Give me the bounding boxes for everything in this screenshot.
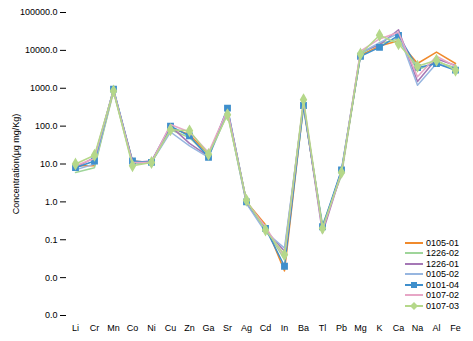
svg-text:Ca: Ca	[393, 323, 405, 333]
svg-text:10000.0: 10000.0	[25, 45, 58, 55]
svg-text:0.0: 0.0	[45, 273, 58, 283]
svg-text:100000.0: 100000.0	[20, 7, 58, 17]
html-text:0107-03: 0107-03	[426, 300, 459, 311]
svg-text:K: K	[376, 323, 382, 333]
svg-text:Cr: Cr	[90, 323, 100, 333]
html-text:0101-04: 0101-04	[426, 279, 459, 290]
svg-text:Sr: Sr	[223, 323, 232, 333]
svg-text:Ga: Ga	[202, 323, 214, 333]
svg-text:Na: Na	[412, 323, 424, 333]
svg-text:10.0: 10.0	[40, 159, 58, 169]
svg-text:Al: Al	[432, 323, 440, 333]
html-text:0105-02: 0105-02	[426, 269, 459, 279]
svg-text:Cu: Cu	[165, 323, 177, 333]
svg-text:Ni: Ni	[147, 323, 156, 333]
svg-text:Co: Co	[127, 323, 139, 333]
svg-text:Ba: Ba	[298, 323, 309, 333]
svg-text:Mg: Mg	[354, 323, 367, 333]
svg-text:1.0: 1.0	[45, 197, 58, 207]
svg-text:Zn: Zn	[184, 323, 195, 333]
svg-text:Tl: Tl	[319, 323, 327, 333]
svg-text:Cd: Cd	[260, 323, 272, 333]
html-text:0107-02: 0107-02	[426, 290, 459, 300]
svg-text:100.0: 100.0	[35, 121, 58, 131]
svg-text:1000.0: 1000.0	[30, 83, 58, 93]
svg-text:In: In	[281, 323, 289, 333]
svg-text:Li: Li	[72, 323, 79, 333]
html-text:1226-02: 1226-02	[426, 248, 459, 258]
svg-text:Ag: Ag	[241, 323, 252, 333]
svg-text:Fe: Fe	[450, 323, 461, 333]
html-text:0105-01: 0105-01	[426, 237, 459, 248]
svg-text:0.1: 0.1	[45, 235, 58, 245]
svg-text:0.0: 0.0	[45, 310, 58, 320]
svg-text:Concentration(μg mg/Kg): Concentration(μg mg/Kg)	[11, 114, 21, 215]
svg-text:Mn: Mn	[107, 323, 120, 333]
svg-text:Pb: Pb	[336, 323, 347, 333]
html-text:1226-01: 1226-01	[426, 258, 459, 269]
